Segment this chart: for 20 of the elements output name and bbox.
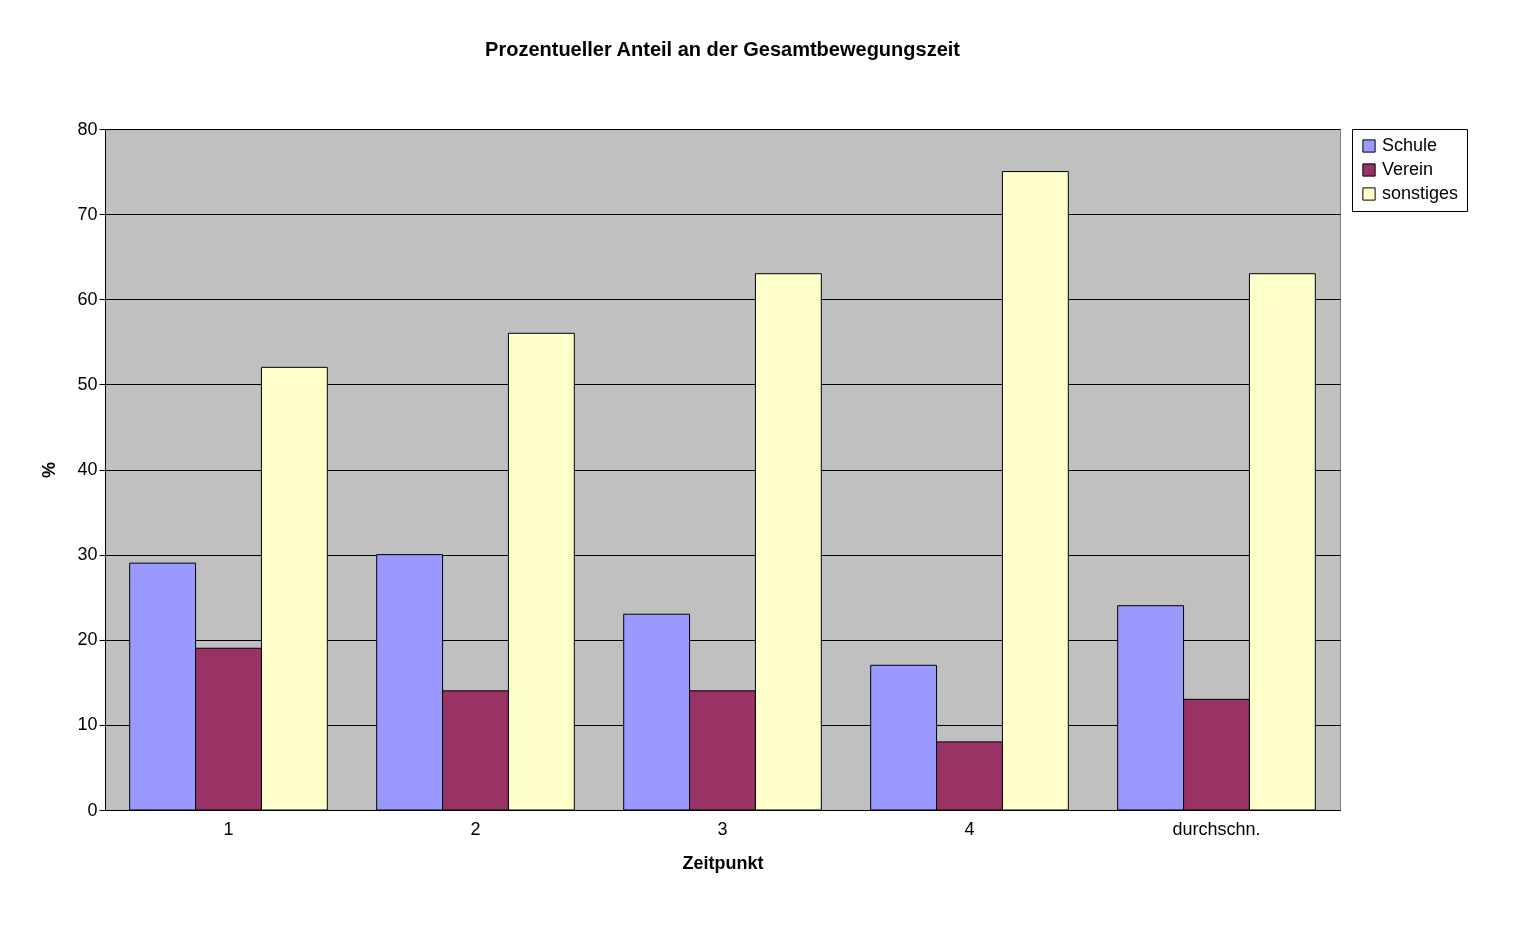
y-tick-label: 40 [77,459,98,479]
x-axis-title: Zeitpunkt [682,852,764,873]
y-tick-label: 70 [77,203,98,224]
x-tick-label: 4 [964,818,975,839]
y-tick-label: 50 [77,373,98,394]
y-axis-title: % [39,461,60,479]
x-tick-label: 2 [470,818,481,839]
y-tick-label: 30 [77,544,98,565]
chart-title: Prozentueller Anteil an der Gesamtbewegungszeit [485,38,961,60]
y-tick-label: 0 [87,799,98,820]
y-tick-label: 80 [77,118,98,139]
legend-label: Verein [1382,159,1434,179]
y-tick-label: 20 [77,629,98,650]
x-tick-label: 3 [717,818,728,839]
y-tick-label: 10 [77,714,98,735]
legend-label: Schule [1382,135,1438,155]
legend-label: sonstiges [1382,183,1459,203]
y-tick-label: 60 [77,288,98,309]
x-tick-label: durchschn. [1172,818,1261,839]
x-tick-label: 1 [223,818,234,839]
